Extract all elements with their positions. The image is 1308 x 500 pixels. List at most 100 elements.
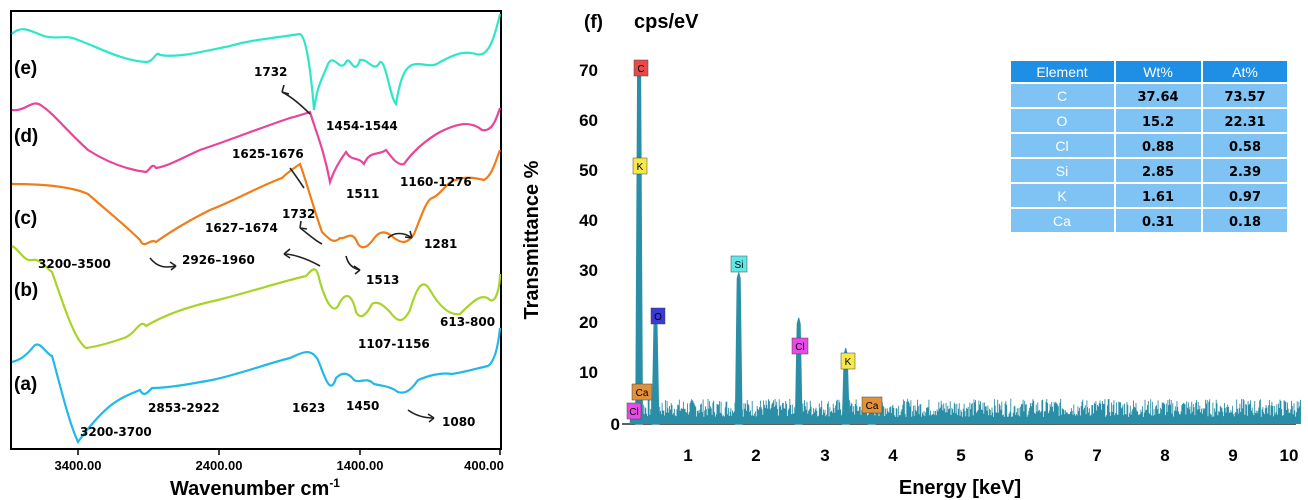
anno-1513: 1513 [366, 273, 399, 287]
peak-label-ca: Ca [861, 396, 883, 414]
anno-613-800: 613-800 [440, 315, 495, 329]
arrow-2926-c [149, 257, 177, 268]
eds-xtick-3: 3 [820, 446, 829, 465]
eds-peak-o [651, 317, 660, 425]
arrowhead-1732-e [281, 84, 290, 95]
curve-label-e: (e) [14, 58, 37, 79]
svg-text:Ca: Ca [866, 401, 879, 412]
ftir-x-axis-title-main: Wavenumber cm [170, 478, 329, 500]
ftir-panel: (e) (d) (c) (b) (a) 1732 1454-1544 1625-… [10, 10, 504, 500]
eds-xtick-8: 8 [1160, 446, 1169, 465]
svg-text:C: C [637, 64, 644, 75]
eds-noise-background [629, 398, 1301, 424]
ftir-x-axis-title: Wavenumber cm-1 [170, 476, 340, 500]
table-cell-element: K [1057, 188, 1067, 204]
svg-text:Cl: Cl [795, 342, 804, 353]
eds-xtick-9: 9 [1228, 446, 1237, 465]
table-cell-wt: 37.64 [1137, 90, 1178, 105]
table-cell-element: Ca [1053, 213, 1071, 229]
peak-label-ca-top: Ca [631, 383, 653, 401]
arrowhead-2926-c [169, 261, 177, 271]
eds-peak-cl [794, 317, 803, 425]
table-rows: C 37.64 73.57 O 15.2 22.31 Cl [1011, 84, 1287, 232]
curve-label-a: (a) [14, 374, 37, 395]
table-cell-at: 0.97 [1229, 190, 1261, 205]
table-row: C 37.64 73.57 [1011, 84, 1287, 107]
eds-panel-label: (f) [584, 12, 603, 33]
eds-xtick-7: 7 [1092, 446, 1101, 465]
table-cell-wt: 0.88 [1142, 140, 1174, 155]
arrow-1732-c [299, 227, 323, 245]
table-cell-element: C [1057, 88, 1067, 104]
ftir-frame [10, 10, 502, 450]
arrowhead-1281-c [404, 230, 413, 239]
svg-text:O: O [654, 312, 662, 323]
peak-label-si: Si [730, 255, 748, 273]
ftir-curve-d [11, 102, 502, 187]
table-header-cell-at [1203, 61, 1287, 82]
anno-1732-c: 1732 [282, 207, 315, 221]
svg-text:Cl: Cl [629, 407, 638, 418]
ftir-curve-e [11, 13, 502, 111]
table-cell-at: 0.58 [1229, 140, 1261, 155]
anno-2853-2922: 2853-2922 [148, 401, 220, 415]
ftir-curve-b [11, 245, 502, 350]
eds-ytick-50: 50 [579, 161, 598, 180]
arrow-1080-a [407, 409, 435, 419]
peak-label-o: O [650, 307, 666, 325]
anno-1080: 1080 [442, 415, 475, 429]
eds-x-ticks: 1 2 3 4 5 6 7 8 9 10 [683, 446, 1298, 465]
table-row: Ca 0.31 0.18 [1011, 209, 1287, 232]
anno-1160-1276: 1160-1276 [400, 175, 472, 189]
arrowhead-1627-c [283, 248, 291, 259]
table-header-element: Element [1036, 64, 1087, 80]
eds-xtick-2: 2 [751, 446, 760, 465]
arrowhead-1732-c [299, 220, 308, 230]
eds-x-axis-title: Energy [keV] [899, 477, 1021, 499]
anno-2926-1960: 2926–1960 [182, 253, 255, 267]
svg-text:Ca: Ca [636, 388, 649, 399]
arrow-1627-c [283, 253, 321, 267]
ftir-xtick-3400: 3400.00 [55, 458, 102, 473]
table-cell-element: Cl [1055, 138, 1068, 154]
table-cell-at: 22.31 [1224, 115, 1265, 130]
table-cell-wt: 1.61 [1142, 190, 1174, 205]
svg-text:Si: Si [735, 260, 744, 271]
eds-y-axis-title: Transmittance % [521, 160, 543, 319]
table-row: Si 2.85 2.39 [1011, 159, 1287, 182]
curve-label-b: (b) [14, 280, 38, 301]
eds-panel: Transmittance % (f) cps/eV 70 60 50 40 3… [521, 11, 1301, 499]
table-header-cell-element [1011, 61, 1114, 82]
eds-ytick-0: 0 [611, 415, 620, 434]
anno-1623: 1623 [292, 401, 325, 415]
table-header-row: Element Wt% At% [1011, 61, 1287, 82]
eds-ytick-20: 20 [579, 313, 598, 332]
table-header-cell-wt [1116, 61, 1201, 82]
arrow-1732-e [281, 91, 311, 115]
peak-label-cl: Cl [791, 337, 809, 355]
arrow-1281-c [387, 232, 413, 239]
ftir-arrows [149, 84, 435, 423]
anno-1450: 1450 [346, 399, 379, 413]
anno-1732-e: 1732 [254, 65, 287, 79]
table-header-at: At% [1232, 64, 1258, 80]
anno-3200-3500: 3200–3500 [38, 257, 111, 271]
eds-ytick-30: 30 [579, 261, 598, 280]
eds-ytick-10: 10 [579, 363, 598, 382]
curve-label-d: (d) [14, 126, 38, 147]
eds-peak-c [635, 60, 644, 425]
anno-3200-3700: 3200-3700 [80, 425, 152, 439]
peak-label-cl-bottom: Cl [626, 402, 642, 420]
anno-1281: 1281 [424, 237, 457, 251]
table-row: K 1.61 0.97 [1011, 184, 1287, 207]
eds-peak-labels: C K Si O Cl K [626, 59, 883, 420]
table-row: O 15.2 22.31 [1011, 109, 1287, 132]
ftir-curve-a [11, 327, 502, 445]
eds-xtick-10: 10 [1280, 446, 1299, 465]
eds-ytick-60: 60 [579, 111, 598, 130]
ftir-x-axis-title-sup: -1 [329, 476, 340, 490]
table-row: Cl 0.88 0.58 [1011, 134, 1287, 157]
peak-label-c: C [633, 59, 649, 77]
table-cell-wt: 0.31 [1142, 215, 1174, 230]
